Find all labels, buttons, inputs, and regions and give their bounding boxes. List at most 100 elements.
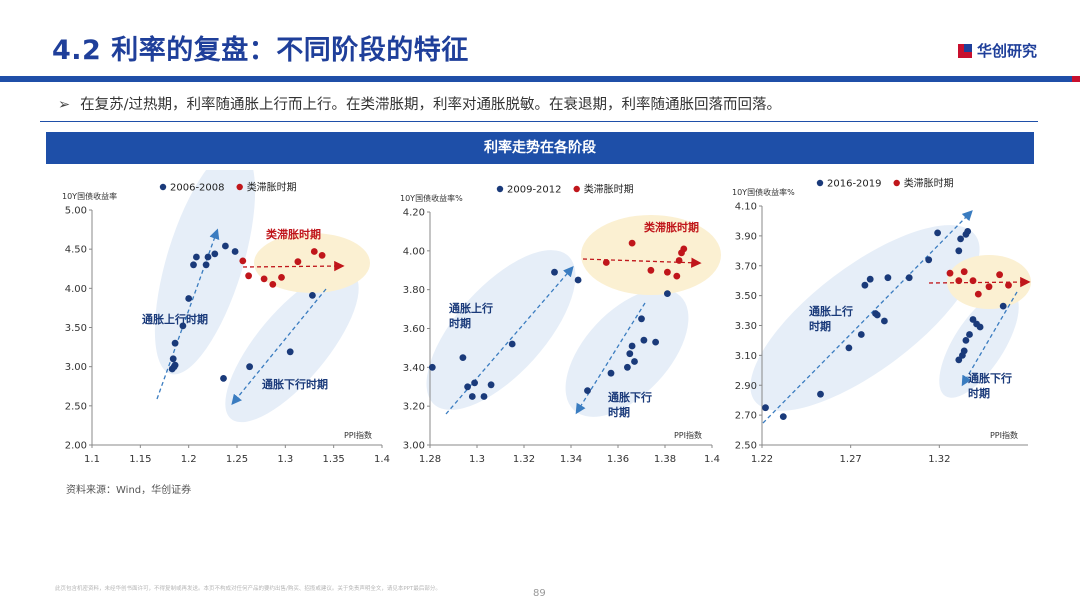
y-tick-label: 3.50	[735, 291, 757, 302]
annotation-downward: 通胀下行时期	[968, 371, 1012, 400]
data-point-red	[239, 257, 247, 265]
data-point-blue	[286, 348, 294, 356]
page-number: 89	[533, 588, 546, 599]
x-tick-label: 1.38	[654, 454, 676, 465]
data-point-blue	[468, 393, 476, 400]
data-point-red	[680, 245, 688, 253]
legend-label: 2009-2012	[507, 185, 562, 196]
data-point-blue	[960, 347, 968, 355]
data-point-blue	[231, 248, 239, 255]
y-axis-title: 10Y国债收益率%	[732, 187, 795, 197]
company-logo: 华创研究	[958, 40, 1037, 61]
data-point-red	[946, 269, 954, 277]
x-tick-label: 1.35	[323, 454, 345, 465]
legend-label: 类滞胀时期	[904, 177, 954, 190]
data-point-blue	[480, 393, 488, 400]
data-point-blue	[508, 340, 516, 348]
data-point-red	[318, 252, 326, 259]
data-point-red	[664, 268, 671, 276]
summary-text: 在复苏/过热期，利率随通胀上行而上行。在类滞胀期，利率对通胀脱敏。在衰退期，利率…	[80, 97, 782, 113]
y-tick-label: 3.20	[403, 402, 425, 413]
y-tick-label: 4.00	[403, 246, 425, 257]
x-tick-label: 1.27	[840, 454, 862, 465]
y-tick-label: 3.00	[65, 362, 87, 373]
x-axis-title: PPI指数	[344, 430, 372, 440]
data-point-red	[602, 259, 610, 266]
y-tick-label: 3.60	[403, 324, 425, 335]
legend-marker	[159, 183, 167, 191]
arrow-stagflation	[582, 257, 702, 268]
data-point-red	[269, 281, 277, 288]
ellipse-upward	[750, 225, 980, 411]
legend-label: 类滞胀时期	[247, 181, 297, 194]
data-point-red	[294, 258, 302, 266]
data-point-blue	[652, 338, 659, 346]
y-tick-label: 2.00	[65, 441, 87, 452]
chart-banner: 利率走势在各阶段	[46, 132, 1034, 164]
data-point-blue	[664, 290, 671, 297]
data-point-blue	[574, 276, 582, 284]
ellipse-upward	[426, 250, 576, 410]
data-point-blue	[584, 387, 591, 394]
y-axis-title: 10Y国债收益率%	[400, 193, 463, 203]
x-tick-label: 1.25	[226, 454, 248, 465]
data-point-blue	[873, 311, 881, 319]
data-point-blue	[459, 354, 467, 361]
legend-label: 2006-2008	[170, 183, 225, 194]
data-point-blue	[638, 315, 645, 323]
ellipse-upward	[154, 170, 256, 375]
y-tick-label: 3.30	[735, 321, 757, 332]
y-tick-label: 2.50	[65, 401, 87, 412]
data-point-blue	[202, 261, 210, 269]
x-tick-label: 1.3	[277, 454, 293, 465]
data-point-blue	[640, 336, 648, 344]
data-point-red	[985, 283, 993, 291]
data-point-red	[628, 239, 636, 247]
x-tick-label: 1.4	[704, 454, 720, 465]
y-tick-label: 3.10	[735, 351, 757, 362]
data-point-blue	[925, 256, 933, 264]
data-point-blue	[934, 229, 941, 237]
data-point-red	[310, 248, 318, 255]
legend-label: 2016-2019	[827, 179, 882, 190]
legend-marker	[893, 179, 900, 187]
x-tick-label: 1.36	[607, 454, 629, 465]
data-point-red	[996, 271, 1003, 279]
ellipse-stagflation	[581, 215, 721, 295]
annotation-upward: 通胀上行时期	[449, 301, 493, 330]
legend-marker	[816, 179, 824, 187]
annotation-ellipses	[750, 225, 1031, 411]
data-point-red	[960, 268, 968, 276]
logo-mark-icon	[958, 43, 972, 58]
y-tick-label: 3.00	[403, 441, 425, 452]
data-point-blue	[966, 331, 973, 338]
y-tick-label: 4.50	[65, 245, 87, 256]
data-point-red	[647, 266, 655, 274]
data-point-blue	[631, 358, 638, 365]
y-tick-label: 4.00	[65, 284, 87, 295]
chart-2016-2019: 2.50 2.70 2.90 3.10 3.30 3.50 3.70 3.90 4.10 1.22…	[732, 177, 1031, 465]
data-point-blue	[866, 275, 874, 283]
legend-marker	[496, 185, 504, 193]
data-point-blue	[964, 228, 972, 235]
data-point-blue	[171, 361, 179, 369]
ellipse-stagflation	[947, 255, 1031, 309]
data-point-blue	[861, 281, 869, 289]
x-tick-label: 1.22	[751, 454, 773, 465]
x-tick-label: 1.4	[374, 454, 390, 465]
data-point-blue	[211, 250, 219, 258]
y-tick-label: 5.00	[65, 206, 87, 217]
data-point-blue	[428, 363, 436, 371]
data-point-blue	[628, 342, 636, 350]
data-point-blue	[220, 375, 227, 382]
data-point-blue	[471, 379, 478, 387]
summary-bullet: ➢ 在复苏/过热期，利率随通胀上行而上行。在类滞胀期，利率对通胀脱敏。在衰退期，利…	[58, 93, 781, 114]
data-point-blue	[962, 337, 970, 344]
x-tick-label: 1.1	[84, 454, 100, 465]
data-point-red	[245, 272, 253, 280]
y-tick-label: 2.70	[735, 411, 757, 422]
data-point-blue	[193, 253, 200, 261]
x-tick-label: 1.3	[469, 454, 485, 465]
data-point-blue	[309, 292, 316, 299]
annotation-stagflation: 类滞胀时期	[644, 220, 699, 234]
